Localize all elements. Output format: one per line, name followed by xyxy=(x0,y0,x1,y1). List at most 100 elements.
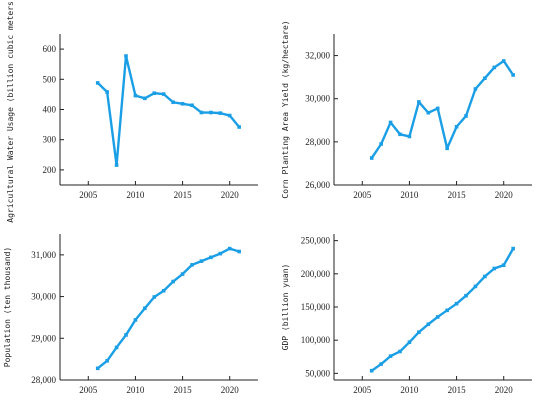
data-point xyxy=(369,368,374,373)
data-point xyxy=(388,354,393,358)
data-point xyxy=(426,322,431,327)
y-tick-label: 250,000 xyxy=(301,236,331,246)
data-point xyxy=(417,100,421,104)
data-point xyxy=(398,349,402,354)
data-point xyxy=(143,306,147,311)
y-tick-label: 30,000 xyxy=(305,94,330,104)
corn-yield-chart: 2005 2010 2015 2020 26,000 28,000 30,000 32,000… xyxy=(281,20,532,200)
data-point xyxy=(464,114,468,118)
data-point xyxy=(501,263,506,267)
data-point xyxy=(218,251,223,256)
data-point xyxy=(190,103,194,108)
data-point xyxy=(435,106,440,111)
y-tick-label: 500 xyxy=(43,74,57,84)
y-tick-label: 150,000 xyxy=(301,302,331,312)
population-series-line xyxy=(96,247,241,370)
y-tick-label: 400 xyxy=(43,105,57,115)
y-tick-label: 200 xyxy=(43,165,57,175)
data-point xyxy=(152,295,157,299)
x-tick-label: 2005 xyxy=(79,385,98,395)
data-point xyxy=(133,93,138,98)
data-point xyxy=(445,146,449,151)
data-point xyxy=(209,255,213,260)
data-point xyxy=(237,249,241,254)
gdp-y-axis-label: GDP (billion yuan) xyxy=(281,264,290,351)
corn-y-axis-label: Corn Planting Area Yield (kg/hectare) xyxy=(281,20,290,198)
y-tick-label: 100,000 xyxy=(301,335,331,345)
x-tick-label: 2010 xyxy=(126,385,145,395)
data-point xyxy=(143,96,147,101)
data-point xyxy=(114,345,119,350)
x-tick-label: 2010 xyxy=(126,190,145,200)
data-point xyxy=(227,246,232,251)
data-point xyxy=(492,266,497,271)
data-point xyxy=(511,246,515,251)
y-tick-label: 200,000 xyxy=(301,269,331,279)
data-point xyxy=(209,110,213,115)
x-tick-label: 2020 xyxy=(495,385,514,395)
data-point xyxy=(379,362,383,366)
y-tick-label: 300 xyxy=(43,135,57,145)
x-tick-label: 2015 xyxy=(448,385,467,395)
data-point xyxy=(95,366,100,371)
gdp-chart: 2005 2010 2015 2020 50,000 100,000 150,000 200,… xyxy=(281,234,532,395)
data-point xyxy=(114,163,119,167)
x-tick-label: 2005 xyxy=(79,190,98,200)
data-point xyxy=(473,87,478,91)
y-tick-label: 28,000 xyxy=(31,375,56,385)
data-point xyxy=(445,308,449,313)
data-point xyxy=(398,132,402,137)
y-tick-label: 600 xyxy=(43,44,57,54)
data-point xyxy=(105,359,109,363)
data-point xyxy=(180,272,185,276)
data-point xyxy=(426,110,431,115)
water-y-axis-label: Agricultural Water Usage (billion cubic … xyxy=(6,0,15,223)
data-point xyxy=(124,54,128,58)
x-tick-label: 2015 xyxy=(174,385,193,395)
data-point xyxy=(483,76,487,81)
x-tick-label: 2015 xyxy=(448,190,467,200)
data-point xyxy=(180,101,185,106)
data-point xyxy=(95,81,100,85)
data-point xyxy=(369,156,374,160)
data-point xyxy=(454,301,459,306)
data-point xyxy=(152,91,157,95)
data-point xyxy=(454,124,459,129)
data-point xyxy=(171,279,175,284)
gdp-series-line xyxy=(370,247,515,372)
data-point xyxy=(464,293,468,298)
data-point xyxy=(161,288,166,293)
y-tick-label: 30,000 xyxy=(31,292,56,302)
x-tick-label: 2005 xyxy=(353,385,372,395)
x-tick-label: 2020 xyxy=(221,190,240,200)
y-tick-label: 29,000 xyxy=(31,333,56,343)
data-point xyxy=(218,111,223,115)
y-tick-label: 26,000 xyxy=(305,180,330,190)
data-point xyxy=(199,259,204,263)
data-point xyxy=(190,263,194,267)
data-point xyxy=(161,92,166,96)
data-point xyxy=(379,142,383,146)
data-point xyxy=(473,284,478,289)
x-tick-label: 2010 xyxy=(400,385,419,395)
water-series-line xyxy=(96,54,241,167)
data-point xyxy=(407,340,412,344)
x-tick-label: 2015 xyxy=(174,190,193,200)
data-point xyxy=(237,125,241,129)
data-point xyxy=(199,110,204,115)
data-point xyxy=(388,120,393,125)
data-point xyxy=(171,100,175,105)
y-tick-label: 50,000 xyxy=(305,368,330,378)
water-usage-chart: 2005 2010 2015 2020 200 300 400 500 600 Agricultu… xyxy=(6,0,258,223)
data-point xyxy=(227,113,232,118)
population-chart: 2005 2010 2015 2020 28,000 29,000 30,000 31,000… xyxy=(3,234,258,395)
data-point xyxy=(105,90,109,94)
data-point xyxy=(511,73,515,77)
x-tick-label: 2005 xyxy=(353,190,372,200)
data-point xyxy=(492,65,497,70)
y-tick-label: 31,000 xyxy=(31,250,56,260)
data-point xyxy=(501,59,506,63)
corn-series-line xyxy=(370,59,515,160)
x-tick-label: 2020 xyxy=(221,385,240,395)
